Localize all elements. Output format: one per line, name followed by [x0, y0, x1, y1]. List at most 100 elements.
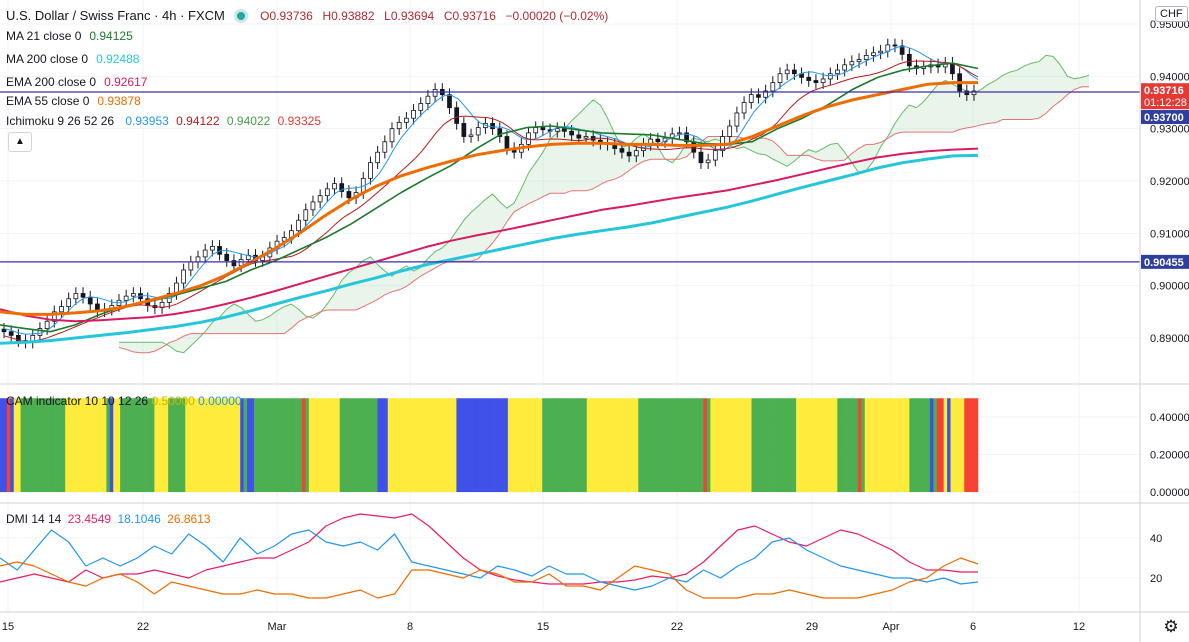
legend-label: EMA 55 close 0 [6, 94, 90, 108]
price-label-text: 0.93716 [1144, 85, 1184, 97]
legend-label: EMA 200 close 0 [6, 75, 97, 89]
legend-ma200[interactable]: MA 200 close 0 0.92488 [6, 52, 139, 66]
legend-cam[interactable]: CAM indicator 10 10 12 26 0.50000 0.0000… [6, 394, 242, 408]
cam-bar [315, 398, 320, 493]
candle-body [51, 311, 57, 322]
cam-bar [713, 398, 718, 493]
cam-bar [504, 398, 509, 493]
cam-bar [343, 398, 347, 493]
cam-bar [538, 398, 543, 493]
cam-bar [161, 398, 166, 493]
candle-body [66, 298, 72, 307]
cam-bar [627, 398, 632, 493]
cam-bar [466, 398, 471, 493]
cam-bar [943, 398, 948, 493]
cam-bar [562, 398, 567, 493]
cam-bar [473, 398, 478, 493]
cam-bar [199, 398, 203, 493]
collapse-legend-button[interactable]: ▲ [8, 132, 32, 152]
cam-bar [133, 398, 138, 493]
legend-ema55[interactable]: EMA 55 close 0 0.93878 [6, 94, 141, 108]
ichimoku-conversion-line [3, 46, 979, 335]
cam-bar [669, 398, 673, 493]
candle-body [375, 151, 380, 164]
cam-bar [744, 398, 749, 493]
cam-bar [614, 398, 618, 493]
cam-bar [549, 398, 553, 493]
gear-icon[interactable]: ⚙ [1163, 617, 1179, 636]
cam-bar [78, 398, 83, 493]
cam-bar [933, 398, 938, 493]
cam-bar [916, 398, 920, 493]
cam-bar [813, 398, 818, 493]
candle-body [763, 90, 768, 98]
cam-bar [92, 398, 97, 493]
cam-bar [710, 398, 715, 493]
cam-bar [240, 398, 244, 493]
cam-bar [947, 398, 951, 493]
cam-value-2: 0.00000 [198, 394, 242, 408]
candle-body [210, 246, 215, 251]
cam-bar [137, 398, 141, 493]
cam-bar [607, 398, 612, 493]
cam-bar [463, 398, 467, 493]
cam-bar [82, 398, 87, 493]
cam-bar [679, 398, 684, 493]
cam-bar [535, 398, 540, 493]
candle-body [748, 94, 754, 103]
cam-bar [370, 398, 375, 493]
currency-badge[interactable]: CHF [1155, 6, 1188, 22]
candle-body [964, 90, 970, 96]
candle-body [784, 69, 790, 75]
candle-body [820, 78, 826, 84]
cam-bar [950, 398, 955, 493]
cam-bar [298, 398, 303, 493]
candle-body [777, 73, 783, 84]
cam-bar [521, 398, 526, 493]
cam-tick-label: 0.00000 [1150, 487, 1189, 499]
cam-bar [617, 398, 622, 493]
cam-bar [3, 398, 8, 493]
cam-bar [480, 398, 485, 493]
cam-bar [75, 398, 80, 493]
cam-bar [531, 398, 536, 493]
legend-ma21[interactable]: MA 21 close 0 0.94125 [6, 29, 133, 43]
cam-bar [236, 398, 241, 493]
cam-bar [487, 398, 492, 493]
cam-bar [54, 398, 59, 493]
ichimoku-base-line [3, 60, 979, 343]
cam-bar [34, 398, 39, 493]
cam-bar [68, 398, 73, 493]
legend-ema200[interactable]: EMA 200 close 0 0.92617 [6, 75, 147, 89]
moving-average-lines [0, 46, 979, 345]
cam-bar [41, 398, 45, 493]
cam-bar [367, 398, 371, 493]
cam-bar [641, 398, 646, 493]
candle-body [806, 76, 812, 81]
cam-bar [216, 398, 220, 493]
cam-bar [724, 398, 728, 493]
candle-body [123, 295, 129, 301]
candle-body [655, 138, 661, 143]
cam-bar [274, 398, 279, 493]
cam-bar [923, 398, 927, 493]
symbol-title[interactable]: U.S. Dollar / Swiss Franc · 4h · FXCM [6, 8, 225, 23]
cam-bar [260, 398, 265, 493]
cam-bar [116, 398, 121, 493]
cam-bar [164, 398, 169, 493]
cam-bar [404, 398, 409, 493]
cam-bar [185, 398, 190, 493]
dmi-tick-label: 40 [1150, 533, 1162, 545]
legend-dmi[interactable]: DMI 14 14 23.4549 18.1046 26.8613 [6, 512, 211, 526]
cam-bar [514, 398, 519, 493]
candle-body [425, 95, 431, 104]
cam-bar [754, 398, 759, 493]
ichimoku-span-a-value: 0.94022 [226, 114, 271, 128]
cam-bar [600, 398, 605, 493]
candle-body [863, 55, 869, 60]
candle-body [562, 128, 567, 132]
cam-bar [875, 398, 879, 493]
legend-ichimoku[interactable]: Ichimoku 9 26 52 26 0.93953 0.94122 0.94… [6, 114, 321, 128]
candle-body [44, 320, 50, 329]
